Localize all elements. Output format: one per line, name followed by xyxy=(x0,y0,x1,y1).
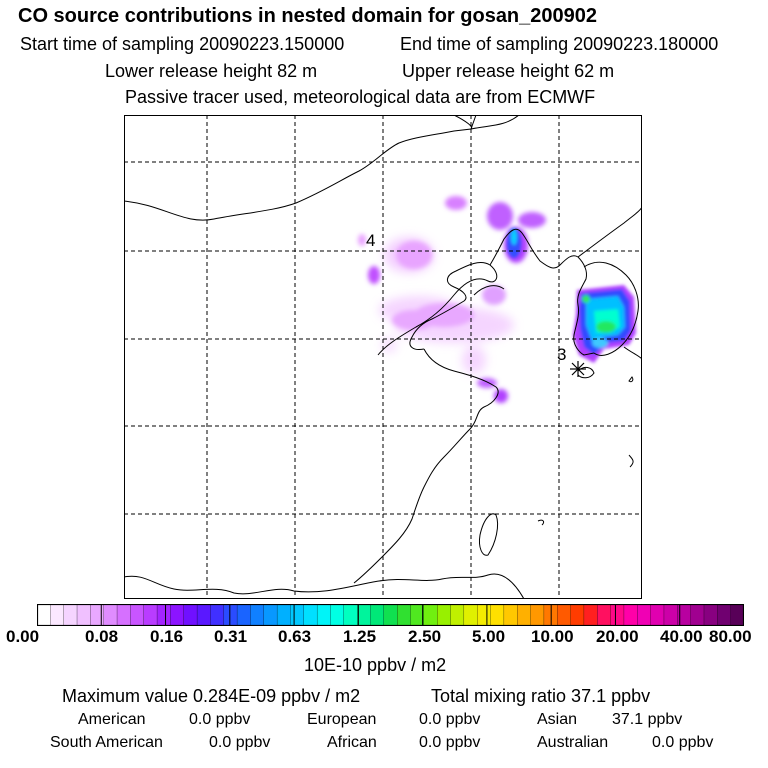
south-american-label: South American xyxy=(50,734,163,751)
colorbar-cell xyxy=(50,604,65,626)
colorbar-cell xyxy=(103,604,118,626)
colorbar-tick: 1.25 xyxy=(343,627,377,646)
asian-label: Asian xyxy=(537,711,578,728)
colorbar-cell xyxy=(263,604,278,626)
colorbar-cell xyxy=(490,604,505,626)
colorbar-cell xyxy=(530,604,545,626)
american-value: 0.0 ppbv xyxy=(189,711,251,728)
day-label-4: 4 xyxy=(366,231,375,250)
colorbar-cell xyxy=(570,604,585,626)
colorbar-tick: 0.31 xyxy=(214,627,248,646)
colorbar-tick: 20.00 xyxy=(596,627,639,646)
african-value: 0.0 ppbv xyxy=(419,734,481,751)
concentration-field xyxy=(358,196,636,403)
asian-value: 37.1 ppbv xyxy=(612,711,683,728)
colorbar-frame xyxy=(37,604,744,626)
european-value: 0.0 ppbv xyxy=(419,711,481,728)
colorbar-tick: 10.00 xyxy=(531,627,574,646)
american-label: American xyxy=(78,711,146,728)
colorbar-tick: 0.00 xyxy=(6,627,40,646)
day-label-3: 3 xyxy=(557,345,566,364)
south-american-value: 0.0 ppbv xyxy=(209,734,271,751)
colorbar-cell xyxy=(156,604,172,626)
colorbar-cell xyxy=(276,604,292,626)
colorbar-cell xyxy=(290,604,305,626)
coastlines xyxy=(124,115,642,599)
map-title: CO source contributions in nested domain… xyxy=(18,5,598,27)
colorbar-cell xyxy=(130,604,145,626)
colorbar-cell xyxy=(597,604,612,626)
colorbar-cell xyxy=(637,604,652,626)
colorbar-cell xyxy=(663,604,679,626)
colorbar-cell xyxy=(343,604,358,626)
colorbar-cell xyxy=(463,604,478,626)
colorbar-cell xyxy=(196,604,212,626)
tracer-note: Passive tracer used, meteorological data… xyxy=(125,87,596,107)
colorbar-cell xyxy=(170,604,185,626)
colorbar-cell xyxy=(477,604,492,626)
european-label: European xyxy=(307,711,377,728)
colorbar-tick: 0.63 xyxy=(278,627,312,646)
colorbar-cell xyxy=(610,604,625,626)
station-marker-icon xyxy=(570,361,586,377)
source-contribution-map: 4 3 xyxy=(124,115,642,599)
colorbar-tick: 0.08 xyxy=(85,627,119,646)
colorbar-tick: 40.00 xyxy=(660,627,703,646)
colorbar-cell xyxy=(76,604,92,626)
colorbar-cell xyxy=(63,604,78,626)
colorbar-cell xyxy=(423,604,438,626)
colorbar-cell xyxy=(650,604,665,626)
colorbar-cell xyxy=(250,604,265,626)
colorbar-cell xyxy=(37,604,52,626)
colorbar-cell xyxy=(450,604,465,626)
start-time-label: Start time of sampling 20090223.150000 xyxy=(20,34,345,54)
colorbar-cell xyxy=(90,604,105,626)
colorbar-cell xyxy=(583,604,599,626)
colorbar-cell xyxy=(316,604,332,626)
colorbar-cell xyxy=(383,604,398,626)
colorbar-tick: 2.50 xyxy=(408,627,442,646)
colorbar-cell xyxy=(730,604,744,626)
african-label: African xyxy=(327,734,377,751)
colorbar-cell xyxy=(183,604,198,626)
colorbar-cell xyxy=(223,604,238,626)
australian-label: Australian xyxy=(537,734,609,751)
colorbar-cell xyxy=(557,604,572,626)
colorbar-major-ticks xyxy=(100,604,681,626)
colorbar-cells xyxy=(37,604,744,626)
lower-release-label: Lower release height 82 m xyxy=(105,61,318,81)
colorbar-cell xyxy=(370,604,385,626)
colorbar-cell xyxy=(303,604,318,626)
colorbar-tick: 5.00 xyxy=(472,627,506,646)
colorbar-cell xyxy=(397,604,412,626)
colorbar-cell xyxy=(503,604,518,626)
colorbar-cell xyxy=(210,604,225,626)
colorbar-cell xyxy=(330,604,345,626)
end-time-label: End time of sampling 20090223.180000 xyxy=(400,34,719,54)
colorbar-cell xyxy=(703,604,719,626)
colorbar-unit: 10E-10 ppbv / m2 xyxy=(304,655,447,675)
colorbar-cell xyxy=(717,604,732,626)
australian-value: 0.0 ppbv xyxy=(652,734,714,751)
colorbar xyxy=(37,604,744,626)
colorbar-cell xyxy=(143,604,158,626)
colorbar-cell xyxy=(437,604,452,626)
upper-release-label: Upper release height 62 m xyxy=(402,61,615,81)
colorbar-tick: 0.16 xyxy=(150,627,184,646)
maximum-value: Maximum value 0.284E-09 ppbv / m2 xyxy=(62,686,361,706)
colorbar-cell xyxy=(690,604,705,626)
lat-lon-grid xyxy=(124,115,642,599)
colorbar-cell xyxy=(356,604,372,626)
colorbar-tick: 80.00 xyxy=(709,627,752,646)
map-frame xyxy=(124,115,642,599)
colorbar-cell xyxy=(623,604,639,626)
colorbar-cell xyxy=(116,604,132,626)
total-mixing-ratio: Total mixing ratio 37.1 ppbv xyxy=(431,686,651,706)
colorbar-cell xyxy=(236,604,252,626)
colorbar-cell xyxy=(517,604,532,626)
